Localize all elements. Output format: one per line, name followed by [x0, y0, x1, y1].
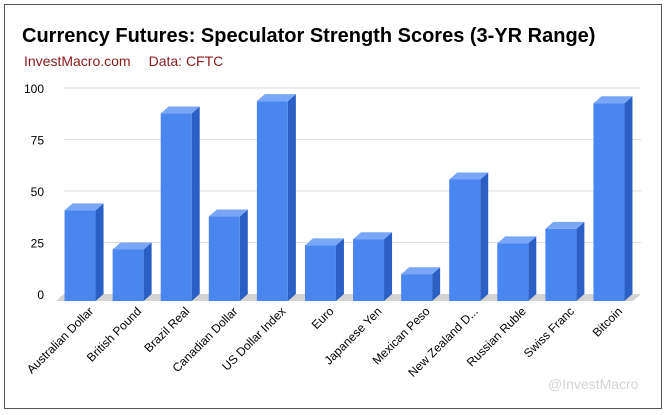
- x-tick-label: Bitcoin: [590, 304, 625, 339]
- bar-top: [304, 238, 344, 246]
- bar: [497, 236, 537, 301]
- bar-top: [545, 221, 585, 229]
- bar: [545, 221, 585, 301]
- bar-side: [239, 209, 248, 301]
- bar-side: [95, 203, 104, 301]
- chart-frame: [4, 4, 662, 409]
- bar-top: [256, 94, 296, 102]
- bar-front: [545, 228, 577, 301]
- bar-side: [432, 267, 441, 301]
- bar-side: [287, 94, 296, 302]
- site-name: InvestMacro.com: [24, 53, 131, 69]
- bar-side: [335, 238, 344, 301]
- bar-front: [160, 113, 192, 301]
- bar: [353, 232, 393, 301]
- bar-front: [401, 274, 433, 301]
- x-tick-label: Australian Dollar: [24, 304, 96, 376]
- bar-side: [576, 221, 585, 301]
- y-tick-label: 75: [31, 134, 45, 148]
- y-tick-label: 25: [31, 237, 45, 251]
- bar-side: [528, 236, 537, 301]
- bar-front: [497, 243, 529, 301]
- x-tick-label: Euro: [309, 304, 337, 332]
- bar-top: [497, 236, 537, 244]
- bar: [208, 209, 248, 301]
- bar-front: [593, 103, 625, 302]
- bar-front: [112, 249, 144, 301]
- bar-front: [353, 239, 385, 301]
- x-tick-label: Swiss Franc: [521, 304, 577, 360]
- bar-top: [401, 267, 441, 275]
- bar-top: [160, 106, 200, 114]
- bar: [449, 172, 489, 301]
- data-source: Data: CFTC: [148, 53, 224, 69]
- bar-side: [624, 96, 633, 302]
- y-tick-label: 50: [31, 185, 45, 199]
- bar-side: [384, 232, 393, 301]
- bar-top: [112, 242, 152, 250]
- chart-title: Currency Futures: Speculator Strength Sc…: [22, 25, 596, 47]
- bar-top: [353, 232, 393, 240]
- bar-front: [449, 179, 481, 301]
- bar: [160, 106, 200, 301]
- chart-floor: [56, 294, 641, 301]
- bar-top: [449, 172, 489, 180]
- bar: [304, 238, 344, 301]
- watermark: @InvestMacro: [548, 376, 639, 392]
- bar-front: [208, 216, 240, 301]
- bar: [256, 94, 296, 302]
- chart-subtitle: InvestMacro.com Data: CFTC: [24, 53, 241, 69]
- bar-top: [593, 96, 633, 104]
- bar-front: [256, 101, 288, 302]
- x-tick-label: Brazil Real: [141, 304, 192, 355]
- y-tick-label: 100: [24, 82, 44, 96]
- bar: [112, 242, 152, 301]
- bar: [593, 96, 633, 302]
- bar-front: [64, 210, 96, 301]
- bar-side: [191, 106, 200, 301]
- bar: [401, 267, 441, 301]
- bar-front: [304, 245, 336, 301]
- bar-top: [208, 209, 248, 217]
- y-tick-label: 0: [37, 288, 44, 302]
- bar: [64, 203, 104, 301]
- bar-side: [480, 172, 489, 301]
- bar-side: [143, 242, 152, 301]
- bar-top: [64, 203, 104, 211]
